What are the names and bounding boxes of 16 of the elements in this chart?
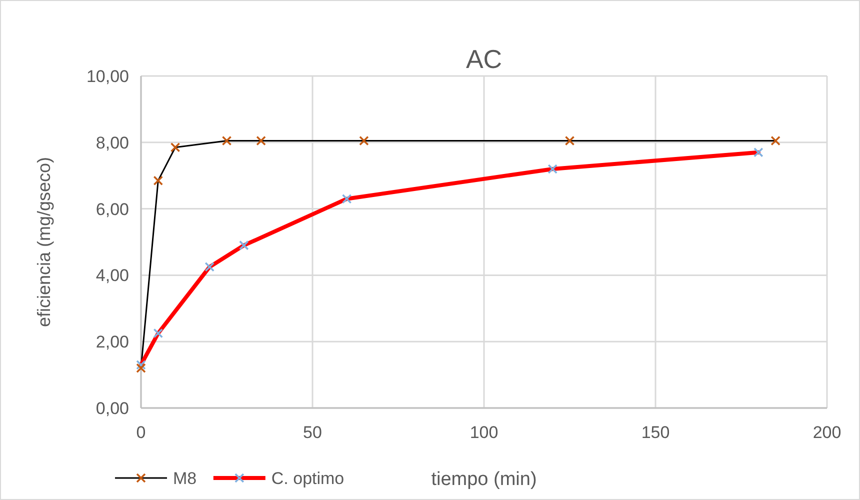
y-tick-label: 4,00: [96, 266, 129, 286]
y-tick-label: 6,00: [96, 200, 129, 219]
x-tick-label: 100: [470, 423, 498, 442]
x-tick-label: 200: [812, 423, 842, 442]
y-tick-label: 10,00: [86, 67, 129, 86]
x-tick-label: 150: [641, 423, 670, 442]
y-tick-label: 2,00: [96, 332, 129, 352]
legend-label: M8: [173, 469, 197, 488]
x-tick-label: 50: [303, 423, 322, 442]
y-axis-title: eficiencia (mg/gseco): [34, 156, 54, 328]
y-tick-label: 0,00: [96, 399, 129, 418]
x-axis-title: tiempo (min): [431, 469, 537, 490]
chart-title: AC: [466, 44, 502, 74]
x-tick-label: 0: [136, 423, 146, 442]
legend-label: C. optimo: [271, 469, 344, 488]
y-tick-label: 8,00: [96, 133, 129, 152]
